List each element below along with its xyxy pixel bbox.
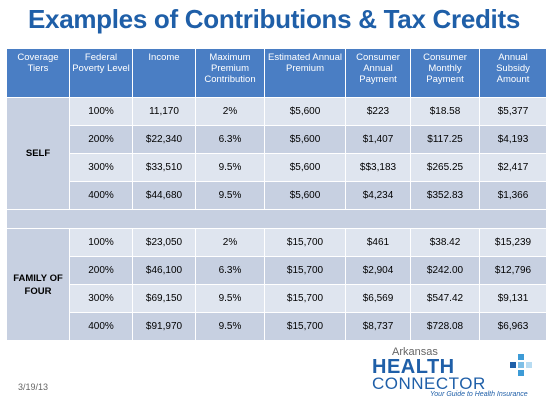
table-cell: 2% [196, 98, 264, 125]
tier-label-family-of-four: FAMILY OF FOUR [7, 229, 69, 340]
table-cell: 100% [70, 98, 132, 125]
table-row: 400% $91,970 9.5% $15,700 $8,737 $728.08… [7, 313, 546, 340]
header-federal-poverty-level: Federal Poverty Level [70, 49, 132, 97]
table-cell: $15,239 [480, 229, 546, 256]
table-cell: $117.25 [411, 126, 479, 153]
table-cell: 200% [70, 126, 132, 153]
table-cell: $15,700 [265, 229, 345, 256]
table-cell: $22,340 [133, 126, 195, 153]
table-cell: $4,193 [480, 126, 546, 153]
table-cell: 9.5% [196, 313, 264, 340]
table-cell: $6,569 [346, 285, 410, 312]
table-cell: $265.25 [411, 154, 479, 181]
contributions-table: Coverage Tiers Federal Poverty Level Inc… [6, 48, 547, 341]
header-annual-subsidy-amount: Annual Subsidy Amount [480, 49, 546, 97]
table-cell: $5,600 [265, 126, 345, 153]
table-cell: $4,234 [346, 182, 410, 209]
table-cell: $8,737 [346, 313, 410, 340]
table-cell: $5,600 [265, 182, 345, 209]
header-consumer-annual-payment: Consumer Annual Payment [346, 49, 410, 97]
table-cell: $$3,183 [346, 154, 410, 181]
table-cell: $2,904 [346, 257, 410, 284]
table-cell: $91,970 [133, 313, 195, 340]
table-cell: 9.5% [196, 285, 264, 312]
logo-health-text: HEALTH [372, 356, 455, 378]
header-income: Income [133, 49, 195, 97]
table-cell: 6.3% [196, 126, 264, 153]
tier-label-self: SELF [7, 98, 69, 209]
table-cell: $2,417 [480, 154, 546, 181]
table-cell: 9.5% [196, 154, 264, 181]
table-cell: $728.08 [411, 313, 479, 340]
table-cell: $15,700 [265, 285, 345, 312]
table-cell: $5,377 [480, 98, 546, 125]
header-estimated-annual-premium: Estimated Annual Premium [265, 49, 345, 97]
page-title: Examples of Contributions & Tax Credits [28, 4, 520, 34]
table-cell: $9,131 [480, 285, 546, 312]
table-cell: 9.5% [196, 182, 264, 209]
table-row: 400% $44,680 9.5% $5,600 $4,234 $352.83 … [7, 182, 546, 209]
table-row: 300% $33,510 9.5% $5,600 $$3,183 $265.25… [7, 154, 546, 181]
slide-date: 3/19/13 [18, 382, 49, 392]
table-cell: $69,150 [133, 285, 195, 312]
logo-state-text: Arkansas [392, 346, 438, 358]
table-row: 300% $69,150 9.5% $15,700 $6,569 $547.42… [7, 285, 546, 312]
logo-connector-text: CONNECTOR [372, 374, 486, 393]
table-row: 200% $46,100 6.3% $15,700 $2,904 $242.00… [7, 257, 546, 284]
table-cell: $38.42 [411, 229, 479, 256]
table-cell: 6.3% [196, 257, 264, 284]
table-cell: $223 [346, 98, 410, 125]
table-cell: 400% [70, 182, 132, 209]
header-max-premium-contribution: Maximum Premium Contribution [196, 49, 264, 97]
plus-icon [510, 354, 532, 376]
header-consumer-monthly-payment: Consumer Monthly Payment [411, 49, 479, 97]
table-cell: $23,050 [133, 229, 195, 256]
header-row: Coverage Tiers Federal Poverty Level Inc… [7, 49, 546, 97]
table-cell: 300% [70, 154, 132, 181]
table-cell: $18.58 [411, 98, 479, 125]
table-cell: $12,796 [480, 257, 546, 284]
table-cell: $46,100 [133, 257, 195, 284]
separator-row [7, 210, 546, 228]
table-cell: 100% [70, 229, 132, 256]
table-cell: $1,366 [480, 182, 546, 209]
table-cell: $242.00 [411, 257, 479, 284]
logo-tagline-text: Your Guide to Health Insurance [430, 391, 528, 398]
table-row: 200% $22,340 6.3% $5,600 $1,407 $117.25 … [7, 126, 546, 153]
table-cell: $352.83 [411, 182, 479, 209]
table-cell: $6,963 [480, 313, 546, 340]
table-cell: $33,510 [133, 154, 195, 181]
table-cell: $44,680 [133, 182, 195, 209]
table-cell: $5,600 [265, 154, 345, 181]
table-cell: $461 [346, 229, 410, 256]
arkansas-health-connector-logo: Arkansas HEALTH CONNECTOR Your Guide to … [370, 346, 540, 402]
table-cell: 200% [70, 257, 132, 284]
table-row: SELF 100% 11,170 2% $5,600 $223 $18.58 $… [7, 98, 546, 209]
table-cell: $1,407 [346, 126, 410, 153]
table-cell: 400% [70, 313, 132, 340]
table-cell: $547.42 [411, 285, 479, 312]
table-cell: 11,170 [133, 98, 195, 125]
header-coverage-tiers: Coverage Tiers [7, 49, 69, 97]
table-cell: 300% [70, 285, 132, 312]
table-cell: $5,600 [265, 98, 345, 125]
table-cell: 2% [196, 229, 264, 256]
table-row: FAMILY OF FOUR 100% $23,050 2% $15,700 $… [7, 229, 546, 340]
table-cell: $15,700 [265, 257, 345, 284]
table-cell: $15,700 [265, 313, 345, 340]
